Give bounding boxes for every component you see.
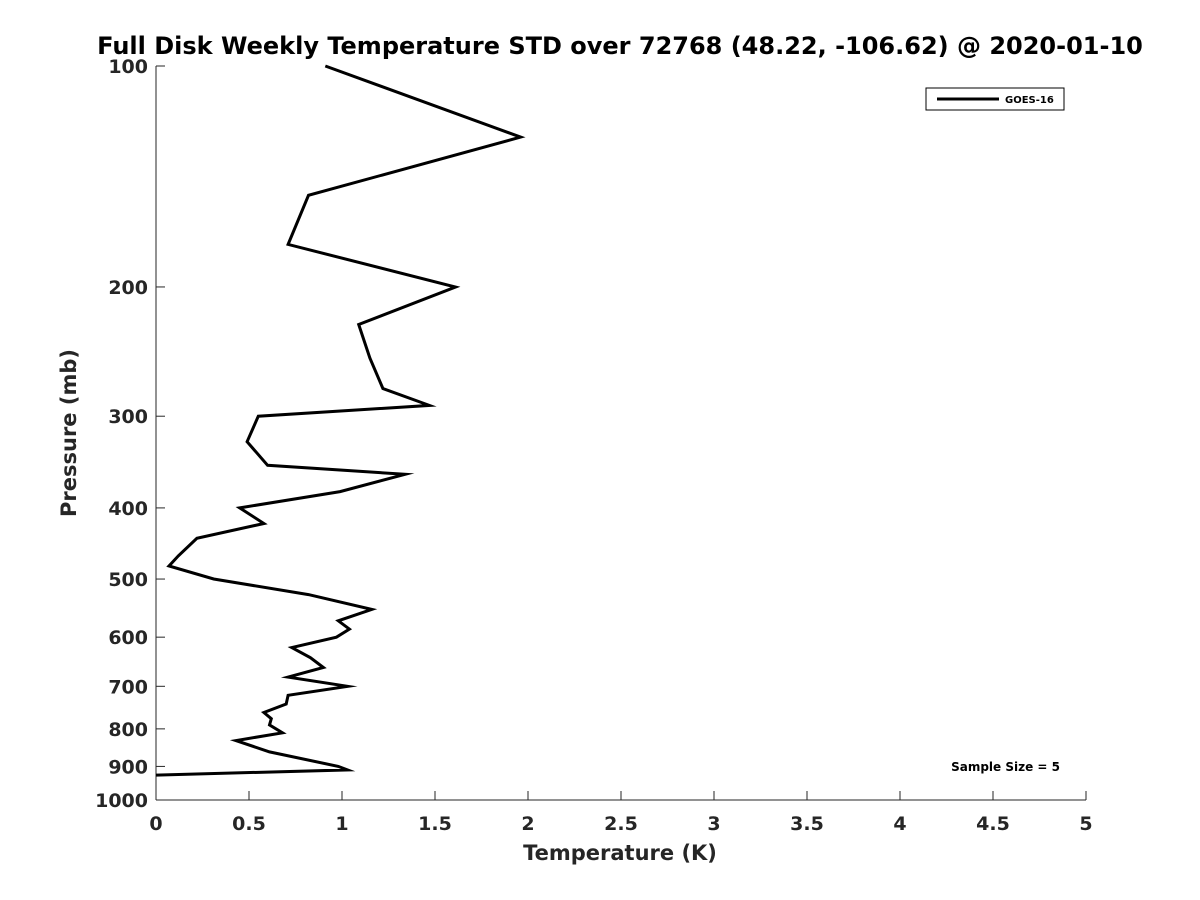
series-line-goes-16 — [155, 64, 526, 777]
plot-axes: 0 0.5 1 1.5 2 2.5 3 3.5 4 4.5 5 100 200 300 400 500 600 7… — [95, 56, 1093, 835]
y-axis-label: Pressure (mb) — [57, 349, 81, 517]
y-tick-label: 700 — [108, 676, 148, 698]
chart-legend: GOES-16 — [925, 87, 1065, 111]
y-tick-label: 900 — [108, 756, 148, 778]
y-tick-label: 100 — [108, 56, 148, 78]
y-tick-label: 800 — [108, 719, 148, 741]
x-tick-label: 2 — [521, 813, 534, 835]
y-tick-label: 500 — [108, 569, 148, 591]
x-tick-label: 2.5 — [604, 813, 638, 835]
y-tick-label: 400 — [108, 498, 148, 520]
x-tick-label: 3 — [707, 813, 720, 835]
y-tick-label: 1000 — [95, 790, 148, 812]
x-tick-label: 1 — [335, 813, 348, 835]
x-tick-label: 5 — [1079, 813, 1092, 835]
y-tick-label: 600 — [108, 627, 148, 649]
x-tick-label: 0 — [149, 813, 162, 835]
x-tick-label: 3.5 — [790, 813, 824, 835]
x-tick-label: 4.5 — [976, 813, 1010, 835]
y-tick-label: 200 — [108, 277, 148, 299]
sample-size-annotation: Sample Size = 5 — [951, 760, 1060, 774]
series-layer — [155, 64, 526, 777]
chart-title: Full Disk Weekly Temperature STD over 72… — [97, 32, 1143, 60]
y-tick-label: 300 — [108, 406, 148, 428]
legend-entry-goes-16: GOES-16 — [1005, 95, 1054, 106]
x-tick-label: 0.5 — [232, 813, 266, 835]
x-tick-label: 4 — [893, 813, 906, 835]
x-axis-label: Temperature (K) — [523, 841, 717, 865]
x-tick-label: 1.5 — [418, 813, 452, 835]
